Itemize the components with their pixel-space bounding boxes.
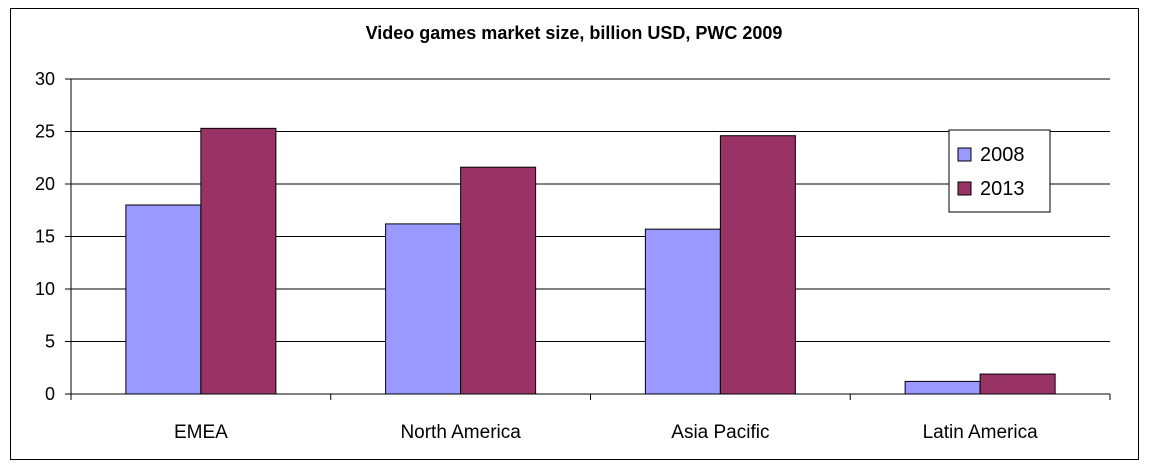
- y-tick-label: 20: [35, 174, 55, 194]
- x-category-label: Asia Pacific: [671, 422, 769, 443]
- x-category-labels: EMEA North America Asia Pacific Latin Ameri…: [174, 422, 1038, 443]
- bar-chart: Video games market size, billion USD, PW…: [35, 23, 1111, 443]
- legend-label: 2013: [980, 178, 1025, 200]
- y-tick-label: 5: [45, 332, 55, 352]
- chart-title: Video games market size, billion USD, PW…: [366, 23, 783, 43]
- bar-2013-north-america: [460, 166, 537, 395]
- axes: [65, 78, 1111, 400]
- bar-2013-emea: [200, 127, 277, 395]
- x-category-label: Latin America: [923, 422, 1039, 443]
- legend: 2008 2013: [948, 129, 1051, 213]
- bar-2008-emea: [125, 204, 202, 395]
- y-tick-labels: 0 5 10 15 20 25 30: [35, 69, 55, 404]
- legend-box: [948, 129, 1051, 213]
- legend-swatch: [957, 147, 972, 162]
- y-tick-label: 0: [45, 384, 55, 404]
- y-tick-label: 25: [35, 122, 55, 142]
- bar-2008-asia-pacific: [644, 228, 721, 395]
- bar-2008-latin-america: [904, 380, 981, 395]
- legend-swatch: [957, 181, 972, 196]
- y-tick-label: 15: [35, 227, 55, 247]
- chart-frame: Video games market size, billion USD, PW…: [10, 8, 1139, 460]
- y-tick-label: 10: [35, 279, 55, 299]
- x-category-label: EMEA: [174, 422, 228, 443]
- bar-2013-latin-america: [979, 373, 1056, 395]
- y-tick-label: 30: [35, 69, 55, 89]
- x-category-label: North America: [400, 422, 521, 443]
- bar-2013-asia-pacific: [719, 135, 796, 395]
- legend-label: 2008: [980, 144, 1025, 166]
- bar-2008-north-america: [385, 223, 462, 395]
- bars: [125, 127, 1056, 395]
